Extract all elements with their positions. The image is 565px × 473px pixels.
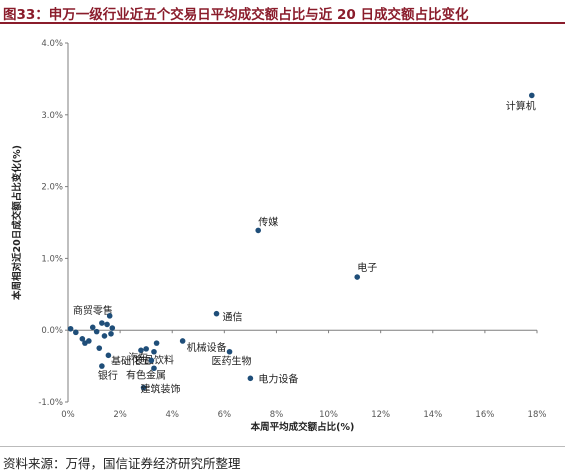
figure-title-bar: 图33：申万一级行业近五个交易日平均成交额占比与近 20 日成交额占比变化 [0,0,565,24]
data-point [93,328,100,335]
y-tick-label: 3.0% [41,111,63,121]
data-point-label: 医药生物 [212,355,252,368]
data-point [179,338,186,344]
data-point-label: 机械设备 [187,341,227,354]
x-tick-label: 12% [371,410,390,420]
figure-title: 图33：申万一级行业近五个交易日平均成交额占比与近 20 日成交额占比变化 [3,7,469,23]
data-point [143,346,149,352]
data-point [86,338,92,344]
data-point [104,321,110,328]
data-point [105,352,112,359]
x-tick-label: 16% [475,410,494,420]
x-tick-label: 0% [61,410,75,420]
x-tick-label: 14% [423,410,442,420]
data-point-label: 通信 [223,312,243,324]
data-point [226,348,233,355]
data-point-label: 计算机 [506,99,536,112]
y-axis-title: 本周相对近20日成交额占比变化(%) [11,145,23,300]
data-point [67,325,74,332]
x-tick-label: 6% [218,410,232,420]
data-point [255,227,262,234]
data-point [151,365,157,372]
data-point [79,336,86,342]
data-point [153,340,160,346]
y-tick-label: 2.0% [41,183,63,193]
data-point [106,313,113,319]
data-point [528,92,535,99]
data-point [99,320,105,326]
data-point [101,333,108,339]
data-point-label: 基础化工 [111,354,151,367]
x-tick-label: 4% [165,410,179,420]
data-point-label: 汽车 [128,351,148,364]
data-point-label: 电力设备 [258,372,298,385]
data-point [109,325,116,331]
data-point-label: 电子 [357,261,377,274]
x-tick-label: 10% [319,410,338,420]
source-divider [0,446,565,447]
data-point [73,329,79,336]
y-tick-label: -1.0% [38,398,63,408]
data-point [140,384,147,391]
x-tick-label: 18% [528,410,547,420]
y-tick-label: 1.0% [41,254,63,264]
data-point [108,330,114,337]
data-point [89,324,96,331]
x-tick-label: 2% [113,410,127,420]
source-note: 资料来源：万得，国信证券经济研究所整理 [3,456,241,471]
y-tick-label: 0.0% [41,326,63,336]
data-point-label: 传媒 [258,216,278,228]
data-point-label: 有色金属 [126,368,166,381]
data-point [96,345,103,351]
data-point-label: 银行 [98,369,118,382]
data-point-label: 建筑装饰 [141,383,181,396]
data-point-label: 商贸零售 [73,304,113,317]
x-tick-label: 8% [270,410,284,420]
y-tick-label: 4.0% [41,39,63,49]
data-point [213,310,220,317]
data-point [151,348,157,355]
data-point [138,347,144,354]
data-point [148,357,155,364]
data-point [99,363,105,369]
x-axis-title: 本周平均成交额占比(%) [251,421,355,433]
data-point [247,375,254,382]
data-point [354,274,361,280]
